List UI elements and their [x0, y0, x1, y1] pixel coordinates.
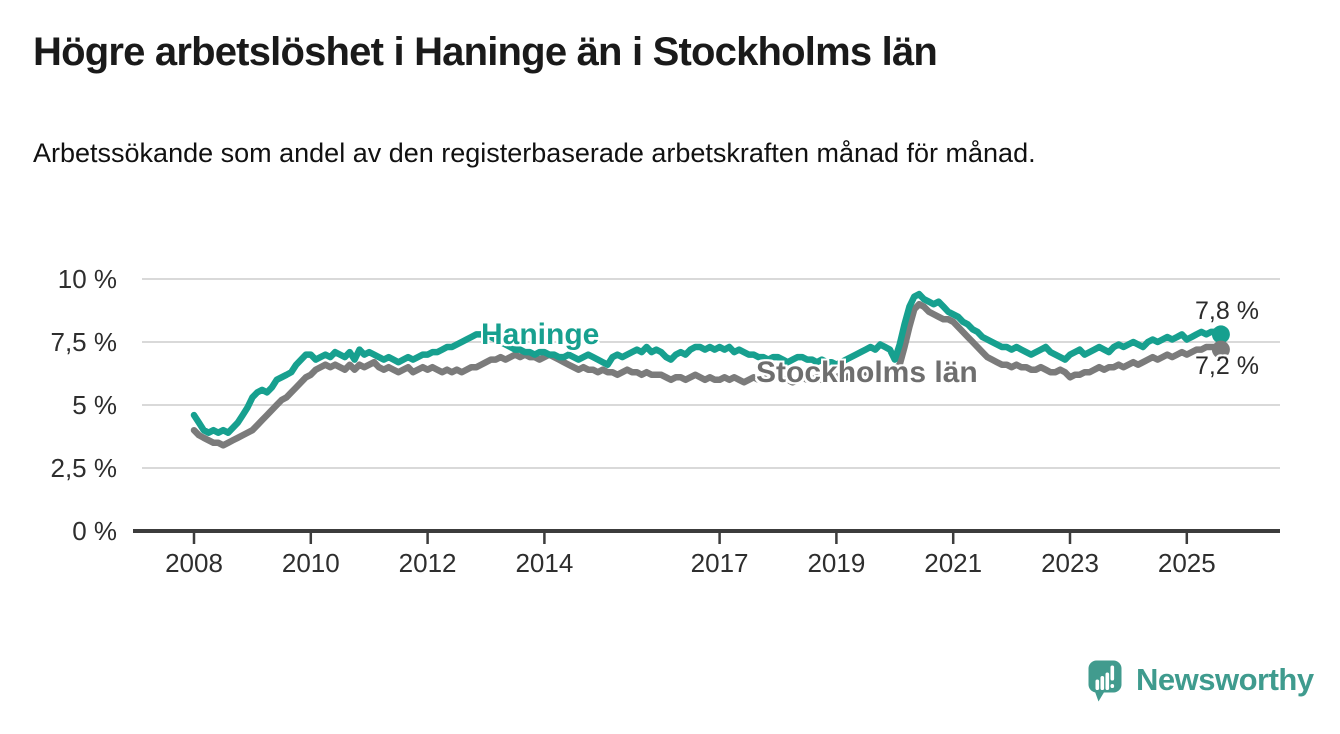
stockholm-line [190, 300, 1225, 449]
y-tick-label: 10 % [58, 264, 117, 294]
x-tick-label: 2019 [807, 548, 865, 578]
x-tick-label: 2017 [691, 548, 749, 578]
x-tick-label: 2010 [282, 548, 340, 578]
chart-subtitle: Arbetssökande som andel av den registerb… [33, 138, 1036, 168]
y-tick-label: 7,5 % [51, 327, 118, 357]
haninge-end-dot [1211, 325, 1230, 344]
x-tick-label: 2014 [515, 548, 573, 578]
haninge-latest-value-label: 7,8 % [1195, 297, 1259, 325]
haninge-series-label: Haninge [481, 318, 600, 351]
chart-title: Högre arbetslöshet i Haninge än i Stockh… [33, 30, 938, 74]
x-tick-label: 2023 [1041, 548, 1099, 578]
x-tick-label: 2025 [1158, 548, 1216, 578]
newsworthy-logo: Newsworthy [1088, 660, 1314, 704]
newsworthy-logo-icon [1088, 660, 1122, 702]
y-tick-label: 0 % [72, 516, 117, 546]
y-tick-label: 2,5 % [51, 453, 118, 483]
stockholm-latest-value-label: 7,2 % [1195, 352, 1259, 380]
x-tick-label: 2008 [165, 548, 223, 578]
speech-bubble-tail [1094, 689, 1106, 702]
stockholm-series-label: Stockholms län [756, 356, 978, 389]
newsworthy-logo-text: Newsworthy [1136, 662, 1314, 697]
stockholm-end-dot [1211, 340, 1230, 359]
haninge-line [190, 290, 1225, 436]
x-tick-label: 2012 [399, 548, 457, 578]
y-tick-label: 5 % [72, 390, 117, 420]
x-tick-label: 2021 [924, 548, 982, 578]
